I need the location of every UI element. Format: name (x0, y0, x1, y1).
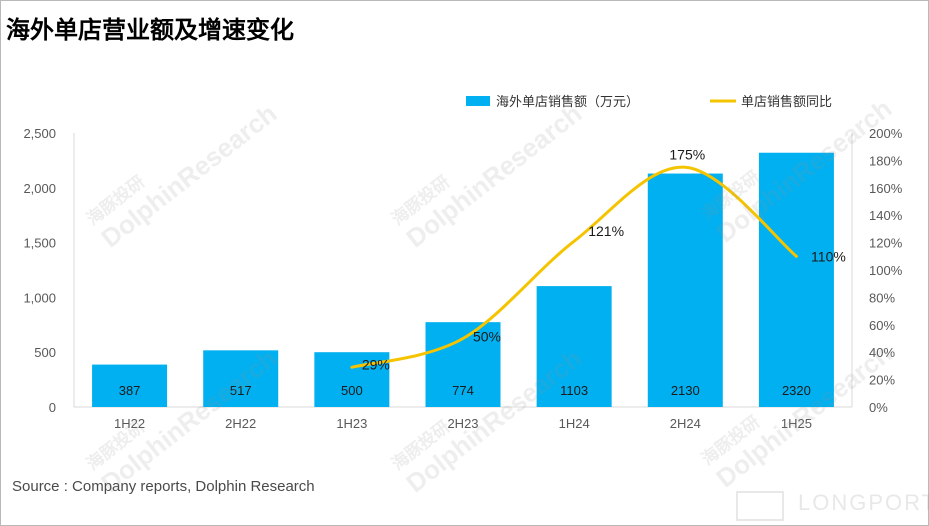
chart-title: 海外单店营业额及增速变化 (6, 16, 294, 44)
source-note: Source : Company reports, Dolphin Resear… (12, 478, 315, 495)
x-tick-label: 2H22 (225, 416, 256, 431)
line-value-label: 110% (811, 248, 846, 264)
bar-mark (758, 152, 834, 407)
y-right-tick-label: 60% (869, 318, 895, 333)
x-tick-label: 1H25 (781, 416, 812, 431)
bar-value-label: 774 (452, 383, 474, 398)
bar-mark (92, 364, 168, 407)
legend-bar-swatch (466, 96, 490, 106)
logo-text: LONGPORT (798, 490, 929, 515)
x-tick-label: 2H23 (447, 416, 478, 431)
y-right-tick-label: 120% (869, 236, 903, 251)
y-left-tick-label: 500 (34, 345, 56, 360)
bar-value-label: 1103 (560, 383, 588, 398)
x-tick-label: 1H23 (336, 416, 367, 431)
y-right-tick-label: 140% (869, 208, 903, 223)
x-tick-label: 1H22 (114, 416, 145, 431)
y-right-tick-label: 160% (869, 181, 903, 196)
bar-mark (647, 173, 723, 407)
y-left-tick-label: 1,500 (23, 236, 56, 251)
bar-value-label: 2130 (671, 383, 700, 398)
y-right-tick-label: 180% (869, 153, 903, 168)
longport-logo: LONGPORT (736, 488, 929, 521)
y-left-tick-label: 2,500 (23, 126, 56, 141)
y-right-tick-label: 80% (869, 290, 895, 305)
line-value-label: 175% (669, 146, 705, 162)
y-left-tick-label: 1,000 (23, 290, 56, 305)
line-value-label: 29% (362, 356, 390, 372)
x-tick-label: 1H24 (559, 416, 590, 431)
bar-value-label: 517 (230, 383, 252, 398)
y-right-tick-label: 200% (869, 126, 903, 141)
legend-line-label: 单店销售额同比 (741, 94, 832, 109)
line-value-label: 50% (473, 329, 501, 345)
y-right-tick-label: 20% (869, 373, 895, 388)
bar-value-label: 2320 (782, 383, 811, 398)
line-value-label: 121% (588, 223, 624, 239)
y-left-tick-label: 2,000 (23, 181, 56, 196)
x-tick-label: 2H24 (670, 416, 701, 431)
bar-mark (536, 286, 612, 407)
y-right-tick-label: 100% (869, 263, 903, 278)
bar-mark (203, 350, 279, 407)
bar-value-label: 387 (119, 383, 141, 398)
logo-mark-icon (736, 491, 784, 521)
bar-value-label: 500 (341, 383, 363, 398)
bar-mark (314, 352, 390, 407)
yoy-line (350, 165, 798, 369)
y-right-tick-label: 0% (869, 400, 888, 415)
bar-mark (425, 322, 501, 407)
legend-bar-label: 海外单店销售额（万元） (496, 94, 639, 109)
y-right-tick-label: 40% (869, 345, 895, 360)
y-left-tick-label: 0 (49, 400, 56, 415)
